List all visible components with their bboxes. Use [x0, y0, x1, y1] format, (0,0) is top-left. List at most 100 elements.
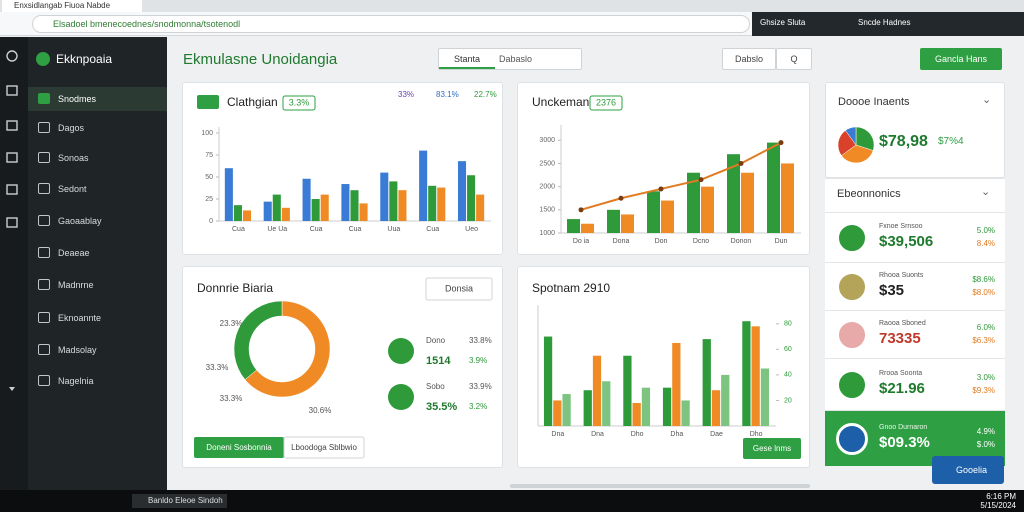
button[interactable]	[283, 436, 365, 459]
x-tick-label: Dho	[631, 431, 644, 438]
fab[interactable]: Gooelia	[932, 456, 1004, 484]
panel-title: Doooe Inaents	[838, 96, 910, 108]
nav-icon	[38, 122, 50, 133]
item-icon	[836, 271, 868, 303]
x-tick-label: Ue Ua	[267, 226, 287, 233]
badge: 3.3%	[289, 97, 310, 107]
chart-title: Clathgian	[227, 95, 278, 109]
button[interactable]	[743, 438, 801, 459]
bar	[760, 368, 770, 426]
line	[580, 141, 782, 211]
nav-item[interactable]: Dagos	[28, 116, 167, 140]
bar	[350, 190, 359, 221]
y-tick-label: 2000	[539, 183, 555, 190]
button[interactable]	[194, 437, 284, 458]
nav-icon	[38, 215, 50, 226]
item-change: $.0%	[976, 440, 995, 449]
x-tick-label: Dna	[591, 431, 604, 438]
chevron[interactable]: ⌄	[981, 186, 991, 198]
nav-label: Deaeae	[58, 248, 90, 258]
dropdown[interactable]	[425, 277, 493, 301]
bar	[632, 403, 641, 426]
x-tick-label: Uua	[387, 226, 400, 233]
y-tick-label: 25	[205, 196, 213, 203]
list-item: Rhooa Suonts $35 $8.6% $8.0%	[825, 262, 1005, 310]
nav-item[interactable]: Snodmes	[28, 87, 167, 111]
bar	[233, 205, 242, 221]
nav-icon	[38, 344, 50, 355]
nav-label: Snodmes	[58, 94, 97, 104]
item-label: Rhooa Suonts	[879, 272, 924, 279]
y-tick-label: 1500	[539, 207, 555, 214]
search[interactable]: Q	[776, 48, 812, 70]
bar	[437, 187, 446, 221]
taskbar-app[interactable]: Banldo Eleoe Sindoh	[132, 494, 227, 508]
bar	[302, 178, 311, 221]
nav-label: Madsolay	[58, 345, 97, 355]
list-item: Raooa Sboned 73335 6.0% $6.3%	[825, 310, 1005, 358]
annotation: 33.3%	[206, 363, 229, 372]
primary-button[interactable]: Gancla Hans	[920, 48, 1002, 70]
bar	[727, 154, 740, 233]
annotation: 22.7%	[474, 90, 497, 99]
y-tick-label: 0	[209, 218, 213, 225]
legend-change: 3.2%	[469, 402, 487, 411]
tab[interactable]: Stanta	[439, 49, 495, 69]
bar	[389, 181, 398, 221]
bar	[742, 321, 751, 426]
extension[interactable]: Ghsize Sluta	[760, 18, 806, 27]
x-tick-label: Donon	[731, 238, 752, 245]
nav-item[interactable]: Eknoannte	[28, 306, 167, 330]
bar	[641, 387, 651, 426]
bar	[751, 326, 760, 426]
nav-item[interactable]: Deaeae	[28, 241, 167, 265]
chevron[interactable]: ⌄	[982, 94, 992, 106]
bar	[672, 342, 681, 426]
nav-item[interactable]: Sedont	[28, 177, 167, 201]
card: Donnrie Biaria Donsia 23.3% 33.3% 33.3% 30.6%…	[182, 266, 503, 468]
bar	[721, 374, 730, 426]
button-label: Doneni Sosbonnia	[206, 443, 272, 452]
nav-item[interactable]: Madnrne	[28, 273, 167, 297]
y-tick-label: 100	[201, 130, 213, 137]
annotation: 33%	[398, 90, 414, 99]
nav-label: Gaoaablay	[58, 216, 102, 226]
line-point	[618, 195, 624, 201]
bar	[320, 194, 329, 221]
y-tick-label: 1000	[539, 230, 555, 237]
y-tick-label: 50	[205, 174, 213, 181]
tab[interactable]: Dabaslo	[499, 54, 533, 64]
extension[interactable]: Sncde Hadnes	[858, 18, 911, 27]
filter[interactable]: Dabslo	[722, 48, 776, 70]
nav-item[interactable]: Madsolay	[28, 338, 167, 362]
nav-icon	[38, 93, 50, 104]
nav-label: Sonoas	[58, 153, 89, 163]
nav-label: Sedont	[58, 184, 87, 194]
chart-title: Spotnam 2910	[532, 281, 610, 295]
bar	[272, 194, 281, 221]
bar	[567, 219, 580, 233]
line-point	[698, 177, 704, 183]
dropdown-label: Donsia	[445, 283, 473, 293]
item-change: 5.0%	[976, 226, 995, 235]
list-item: Rrooa Soonta $21.96 3.0% $9.3%	[825, 358, 1005, 410]
x-tick-label: Dho	[750, 431, 763, 438]
address-bar[interactable]: Elsadoel bmenecoednes/snodmonna/tsotenod…	[32, 15, 750, 33]
item-change: 6.0%	[976, 323, 995, 332]
brand-logo	[36, 52, 50, 66]
y-tick-label: 40	[784, 372, 792, 379]
nav-icon	[38, 247, 50, 258]
nav-item[interactable]: Nagelnia	[28, 369, 167, 393]
x-tick-label: Don	[655, 238, 668, 245]
chart: Spotnam 2910 20 40 60 80 Dna Dna Dho Dha Dae Dho Ge…	[532, 281, 801, 459]
legend-change: 3.9%	[469, 356, 487, 365]
x-tick-label: Dcno	[693, 238, 709, 245]
nav-item[interactable]: Sonoas	[28, 146, 167, 170]
bar	[741, 172, 754, 233]
browser-tab[interactable]: Enxsidlangab Fiuoa Nabde	[2, 0, 142, 12]
slice	[244, 300, 331, 398]
card: Spotnam 2910 20 40 60 80 Dna Dna Dho Dha Dae Dho Ge…	[517, 266, 810, 468]
nav-item[interactable]: Gaoaablay	[28, 209, 167, 233]
rail-icons	[6, 50, 18, 391]
